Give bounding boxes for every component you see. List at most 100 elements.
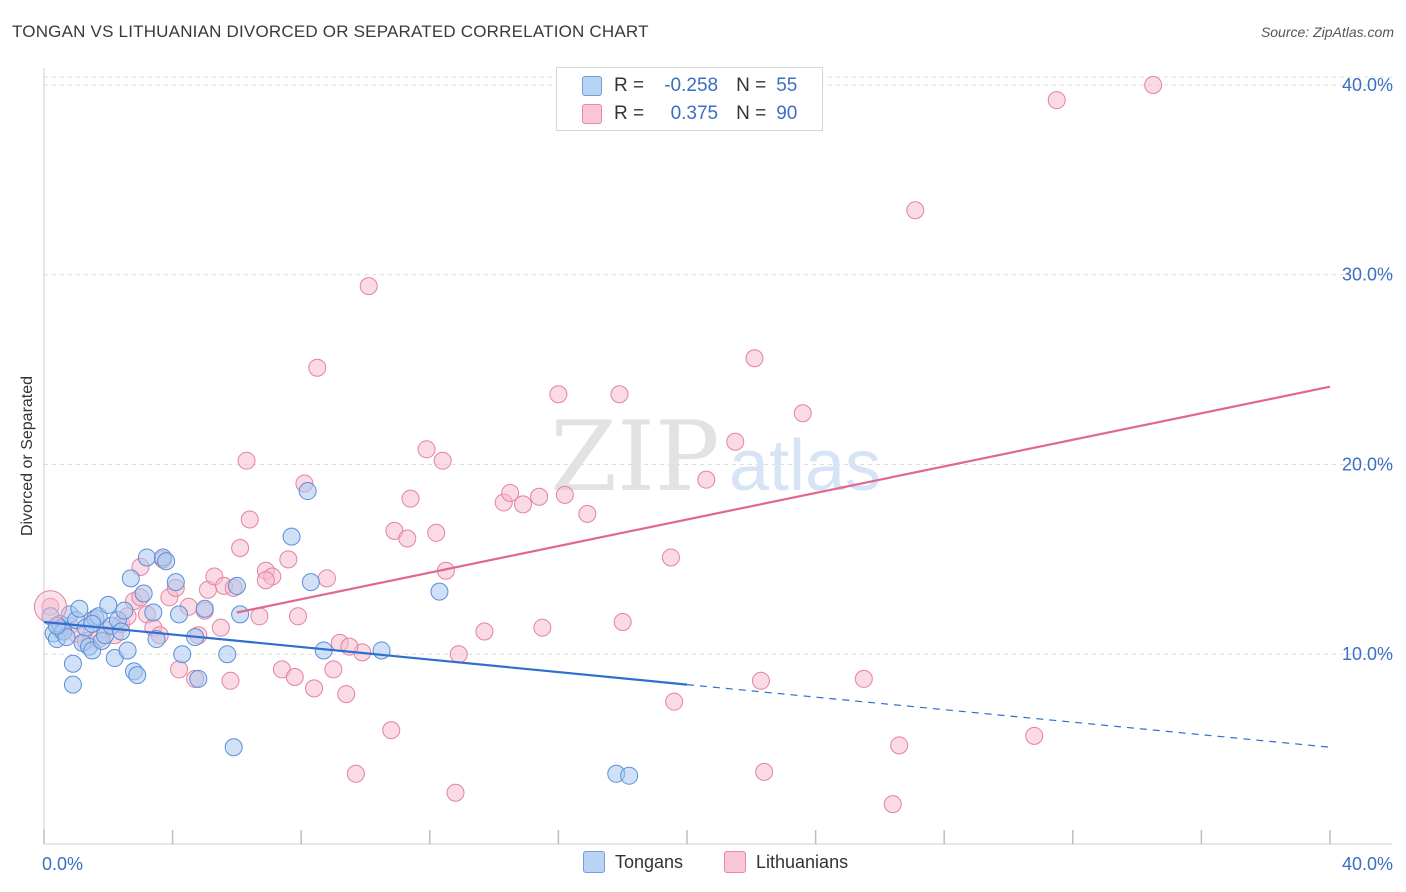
lithuanian-point	[613, 612, 632, 631]
lithuanian-point	[170, 660, 189, 679]
lithuanian-point	[697, 470, 716, 489]
tongan-point	[282, 527, 301, 546]
lithuanian-point	[317, 569, 336, 588]
stats-legend: R = -0.258 N = 55 R = 0.375 N = 90	[556, 67, 823, 131]
lithuanian-point	[231, 538, 250, 557]
lithuanian-point	[256, 571, 275, 590]
legend-n-value: 90	[776, 103, 798, 124]
tongan-point	[170, 605, 189, 624]
legend-n-label: N =	[736, 75, 767, 96]
tongan-trend-extension	[686, 684, 1331, 748]
legend-row-lithuanians: R = 0.375 N = 90	[557, 100, 797, 128]
tongan-point	[128, 666, 147, 685]
lithuanian-point	[288, 607, 307, 626]
lithuanian-point	[530, 487, 549, 506]
legend-r-label: R =	[614, 75, 645, 96]
legend-label-lithuanians: Lithuanians	[756, 851, 849, 872]
tongan-point	[121, 569, 140, 588]
lithuanian-point	[726, 432, 745, 451]
lithuanian-point	[555, 485, 574, 504]
lithuanian-point	[346, 764, 365, 783]
lithuanian-point	[755, 762, 774, 781]
tongan-point	[99, 595, 118, 614]
legend-n-label: N =	[736, 103, 767, 124]
lithuanian-point-large	[33, 590, 67, 624]
tongan-point	[144, 603, 163, 622]
lithuanian-swatch	[582, 104, 602, 124]
legend-n-value: 55	[776, 75, 798, 96]
lithuanian-point	[890, 736, 909, 755]
tongan-swatch	[582, 76, 602, 96]
lithuanian-point	[401, 489, 420, 508]
lithuanian-point	[854, 669, 873, 688]
lithuanian-point	[533, 618, 552, 637]
legend-item-tongans[interactable]: Tongans	[583, 851, 683, 873]
tongan-point	[189, 669, 208, 688]
tongan-point	[195, 599, 214, 618]
tongan-point	[63, 675, 82, 694]
lithuanian-point	[1144, 75, 1163, 94]
y-tick-label: 40.0%	[1342, 75, 1393, 95]
lithuanian-swatch	[724, 851, 746, 873]
lithuanian-point	[398, 529, 417, 548]
tongan-point	[115, 601, 134, 620]
grid-layer	[44, 76, 1392, 655]
lithuanian-point	[250, 607, 269, 626]
lithuanian-point	[359, 277, 378, 296]
legend-label-tongans: Tongans	[615, 851, 684, 872]
lithuanian-point	[514, 495, 533, 514]
axes-layer	[43, 68, 1392, 845]
lithuanian-point	[906, 201, 925, 220]
lithuanian-point	[1025, 726, 1044, 745]
series-legend: Tongans Lithuanians	[0, 851, 1406, 879]
lithuanian-point	[427, 523, 446, 542]
lithuanian-point	[337, 685, 356, 704]
legend-r-value: 0.375	[670, 103, 719, 124]
lithuanian-point	[549, 385, 568, 404]
tongan-point	[218, 645, 237, 664]
lithuanian-point	[285, 668, 304, 687]
lithuanian-point	[237, 451, 256, 470]
tongan-point	[63, 654, 82, 673]
watermark-zip: ZIP	[550, 401, 719, 513]
lithuanian-point	[745, 349, 764, 368]
lithuanian-point	[449, 645, 468, 664]
tick-labels-layer: 10.0% 20.0% 30.0% 40.0% 0.0% 40.0%	[42, 75, 1393, 874]
y-tick-label: 20.0%	[1342, 454, 1393, 474]
lithuanian-point	[211, 618, 230, 637]
tongan-point	[620, 766, 639, 785]
lithuanian-point	[751, 671, 770, 690]
tongan-point	[83, 614, 102, 633]
tongan-point	[134, 584, 153, 603]
legend-r-value: -0.258	[664, 75, 719, 96]
tongan-point	[430, 582, 449, 601]
tongan-point	[147, 630, 166, 649]
trend-layer	[43, 385, 1331, 748]
watermark-atlas: atlas	[729, 426, 881, 506]
x-tick-label: 40.0%	[1342, 854, 1393, 874]
lithuanian-point	[433, 451, 452, 470]
chart-title: TONGAN VS LITHUANIAN DIVORCED OR SEPARAT…	[12, 22, 649, 41]
lithuanian-point	[1047, 91, 1066, 110]
lithuanian-point	[578, 504, 597, 523]
lithuanian-point	[308, 358, 327, 377]
tongan-point	[112, 622, 131, 641]
lithuanian-point	[446, 783, 465, 802]
lithuanian-point	[417, 440, 436, 459]
tongan-point	[173, 645, 192, 664]
lithuanian-point	[305, 679, 324, 698]
tongan-point	[231, 605, 250, 624]
tongan-point	[47, 616, 66, 635]
y-tick-label: 30.0%	[1342, 265, 1393, 285]
legend-r-label: R =	[614, 103, 645, 124]
legend-item-lithuanians[interactable]: Lithuanians	[724, 851, 848, 873]
watermark: ZIP atlas	[550, 401, 881, 513]
tongan-swatch	[583, 851, 605, 873]
lithuanian-point	[883, 795, 902, 814]
tongan-point	[118, 641, 137, 660]
tongan-point	[137, 548, 156, 567]
tongan-point	[301, 573, 320, 592]
y-tick-label: 10.0%	[1342, 644, 1393, 664]
lithuanian-point	[475, 622, 494, 641]
